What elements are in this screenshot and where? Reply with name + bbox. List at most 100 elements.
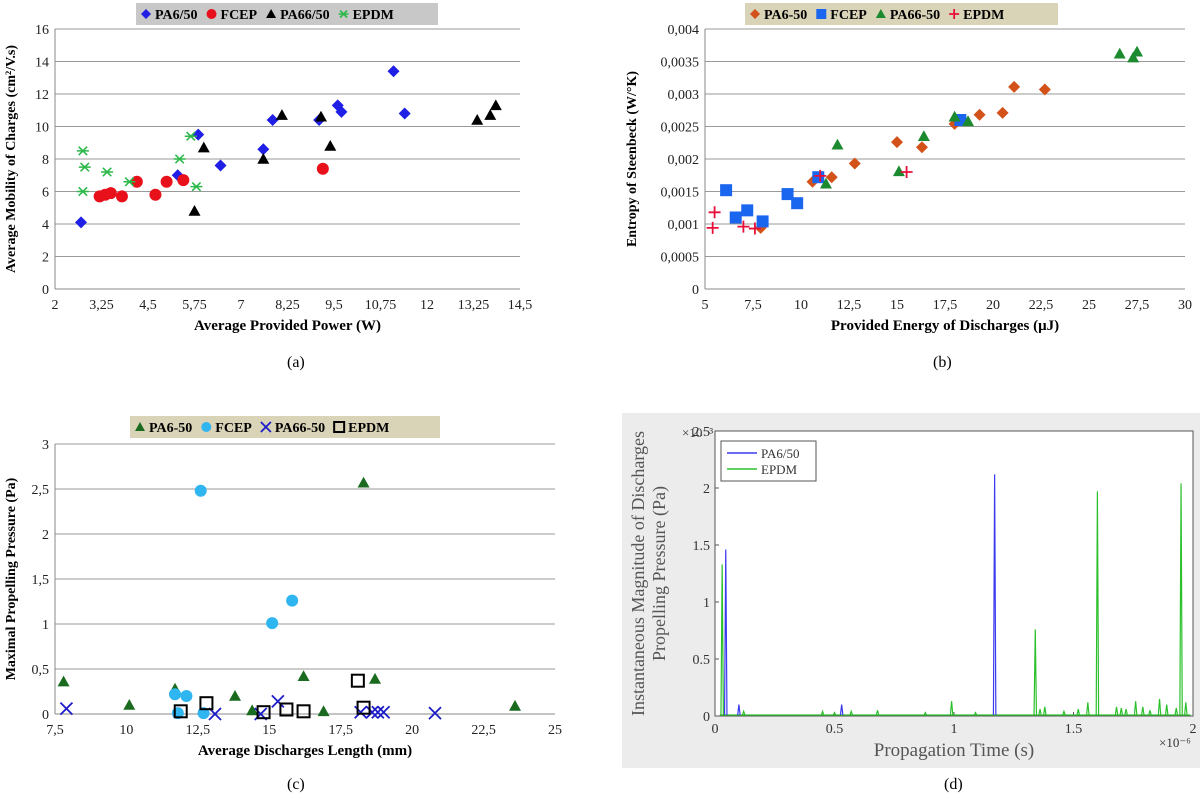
data-point-fcep [756, 215, 769, 228]
spike-pa650 [723, 549, 728, 716]
x-tick-label: 10,75 [365, 298, 397, 313]
x-tick-label: 3,25 [89, 298, 114, 313]
y-tick-label: 1 [703, 596, 710, 611]
x-tick-label: 22,5 [471, 723, 496, 738]
data-point-pa6650 [257, 153, 270, 164]
data-point-pa6650 [371, 705, 385, 719]
data-point-fcep [160, 175, 173, 188]
data-point-pa6650 [271, 694, 285, 709]
data-point-pa650 [915, 141, 928, 154]
panel-c: 0 0,5 1 1,5 2 2,5 3 7,5 10 12,5 15 17,5 20 22,5 25 Aver… [0, 405, 600, 765]
spike-epdm [949, 701, 954, 716]
y-tick-label: 0,0005 [661, 251, 700, 266]
legend-label: FCEP [221, 8, 258, 23]
spike-epdm [923, 711, 928, 716]
y-axis-label: Entropy of Steenbeck (W/°K) [625, 71, 640, 247]
data-point-epdm [101, 167, 114, 177]
spike-epdm [1086, 702, 1090, 716]
data-point-pa650 [257, 143, 270, 156]
panel-b: 0 0,0005 0,001 0,0015 0,002 0,0025 0,003 0,0035… [600, 0, 1200, 340]
data-point-fcep [781, 188, 794, 201]
y-tick-label: 8 [42, 153, 49, 168]
data-point-epdm [814, 169, 827, 182]
y-tick-label: 2 [703, 482, 710, 497]
data-point-epdm [737, 220, 750, 233]
x-tick-label: 15 [262, 723, 276, 738]
y-tick-label: 0,003 [668, 88, 700, 103]
data-point-epdm [78, 162, 91, 172]
legend-label: EPDM [963, 8, 1004, 23]
panel-label-a: (a) [287, 354, 305, 371]
y-tick-label: 0,002 [668, 153, 700, 168]
data-point-pa650 [848, 157, 861, 170]
panel-a: 0 2 4 6 8 10 12 14 16 2 3,25 4,5 5,75 7 8,25 9,5 10,75 12… [0, 0, 600, 340]
y-tick-label: 0 [703, 710, 710, 725]
data-point-epdm [350, 673, 365, 688]
spike-epdm [973, 711, 978, 716]
data-point-pa650 [891, 136, 903, 149]
spike-epdm [1133, 701, 1138, 716]
data-point-pa650 [398, 107, 411, 120]
data-point-pa6650 [275, 109, 288, 120]
panel-label-b: (b) [933, 354, 952, 371]
y-tick-label: 1.5 [693, 539, 711, 554]
x-tick-label: 4,5 [139, 298, 157, 313]
x-tick-label: 7,5 [744, 298, 762, 313]
data-point-pa650 [229, 690, 241, 701]
x-tick-label: 8,25 [275, 298, 300, 313]
data-point-pa650 [192, 128, 205, 141]
legend-marker [266, 9, 277, 18]
x-tick-label: 25 [548, 723, 562, 738]
data-point-pa6650 [1127, 51, 1140, 63]
spike-epdm [1141, 706, 1145, 716]
data-point-fcep [741, 204, 754, 217]
x-axis-label: Provided Energy of Discharges (μJ) [831, 318, 1059, 334]
spike-epdm [1119, 707, 1124, 716]
legend-marker [206, 9, 217, 19]
data-point-pa650 [57, 675, 70, 687]
data-point-fcep [316, 162, 329, 175]
spike-epdm [1184, 702, 1188, 716]
x-tick-label: 5 [702, 298, 709, 313]
data-point-pa650 [357, 476, 370, 488]
y-tick-label: 0,5 [32, 663, 50, 678]
data-point-pa650 [1038, 83, 1051, 96]
data-point-pa650 [825, 171, 838, 184]
data-point-fcep [149, 188, 162, 201]
data-point-epdm [356, 700, 371, 715]
spike-epdm [849, 709, 853, 716]
data-point-epdm [199, 696, 214, 711]
x-tick-label: 30 [1178, 298, 1192, 313]
data-point-pa6650 [948, 110, 961, 122]
legend-label: EPDM [761, 462, 798, 477]
x-axis-label: Average Provided Power (W) [194, 318, 381, 334]
y-tick-label: 12 [35, 88, 49, 103]
panel-label-c: (c) [287, 776, 305, 793]
data-point-epdm [123, 176, 136, 187]
data-point-fcep [791, 197, 804, 210]
data-point-pa650 [369, 672, 381, 684]
data-point-pa6650 [892, 165, 905, 177]
y-tick-label: 0,0025 [661, 121, 700, 136]
y-tick-label: 2,5 [32, 483, 50, 498]
legend-label: PA6/50 [761, 446, 800, 461]
y-tick-label: 6 [42, 186, 49, 201]
data-point-epdm [296, 704, 311, 719]
panel-label-d: (d) [944, 776, 963, 793]
data-point-epdm [76, 146, 89, 156]
y-tick-label: 0 [42, 283, 49, 298]
legend-label: PA6-50 [149, 421, 192, 436]
y-tick-label: 0,004 [668, 23, 700, 38]
spike-epdm [1164, 704, 1169, 716]
data-point-pa650 [266, 114, 279, 126]
x-axis-label: Propagation Time (s) [874, 740, 1034, 761]
y-tick-label: 3 [42, 438, 49, 453]
spike-epdm [820, 709, 825, 716]
y-tick-label: 0 [692, 283, 699, 298]
legend-label: PA66-50 [275, 421, 325, 436]
x-tick-label: 20 [405, 723, 419, 738]
x-tick-label: 12,5 [186, 723, 211, 738]
chart-d: 0 0.5 1 1.5 2 2.5 0 0.5 1 1.5 2 ×10⁻³ ×10⁻⁶ Propagati… [622, 413, 1200, 768]
data-point-pa650 [75, 216, 88, 229]
chart-c: 00,511,522,537,5 10 12,5 15 17,5 20 22,5 25Aver… [4, 416, 562, 759]
